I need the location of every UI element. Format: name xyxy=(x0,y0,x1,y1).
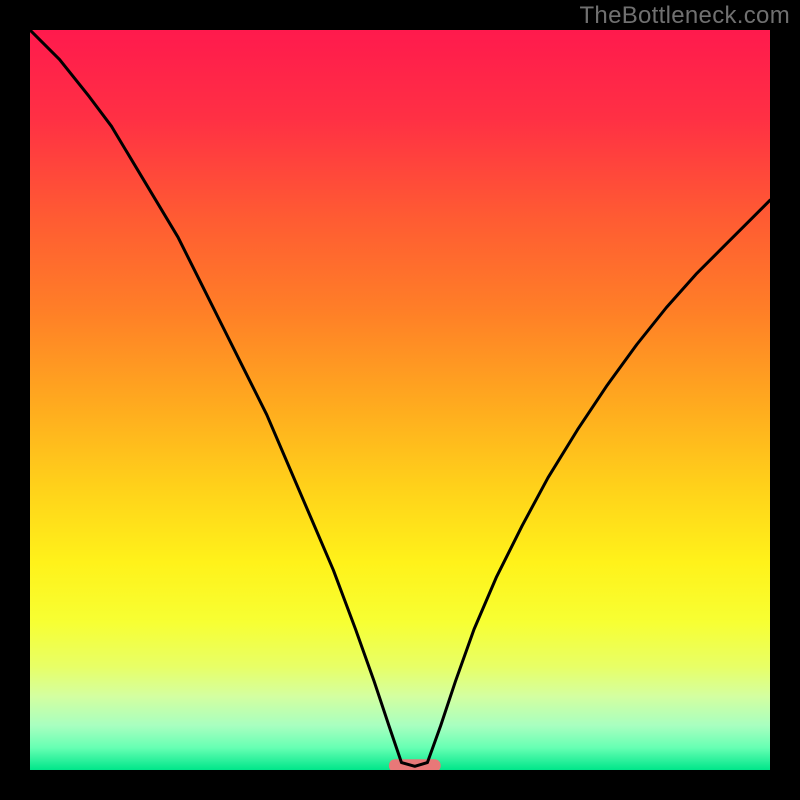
chart-stage: TheBottleneck.com xyxy=(0,0,800,800)
bottleneck-chart xyxy=(0,0,800,800)
chart-plot-area xyxy=(30,30,770,770)
